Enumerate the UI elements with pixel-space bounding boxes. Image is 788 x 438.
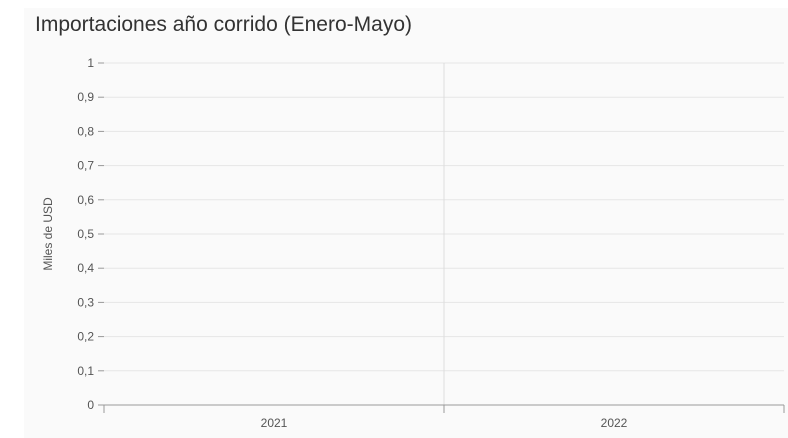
y-tick-label: 0,7 [77, 159, 94, 173]
y-tick-label: 1 [87, 56, 94, 70]
chart-title: Importaciones año corrido (Enero-Mayo) [35, 13, 412, 36]
y-tick-label: 0 [87, 398, 94, 412]
chart-panel [24, 8, 788, 438]
y-tick-label: 0,9 [77, 90, 94, 104]
y-tick-label: 0,4 [77, 261, 94, 275]
y-tick-label: 0,5 [77, 227, 94, 241]
y-tick-label: 0,3 [77, 295, 94, 309]
x-axis: 2021 2022 [103, 404, 785, 430]
y-tick-label: 0,2 [77, 330, 94, 344]
x-tick-label: 2022 [601, 416, 628, 430]
y-tick-label: 0,1 [77, 364, 94, 378]
y-axis-ticks: 0 0,1 0,2 0,3 0,4 0,5 0,6 0,7 0,8 0,9 1 [77, 56, 104, 412]
y-tick-label: 0,8 [77, 124, 94, 138]
y-tick-label: 0,6 [77, 193, 94, 207]
y-axis-label: Miles de USD [41, 197, 55, 271]
x-tick-label: 2021 [261, 416, 288, 430]
